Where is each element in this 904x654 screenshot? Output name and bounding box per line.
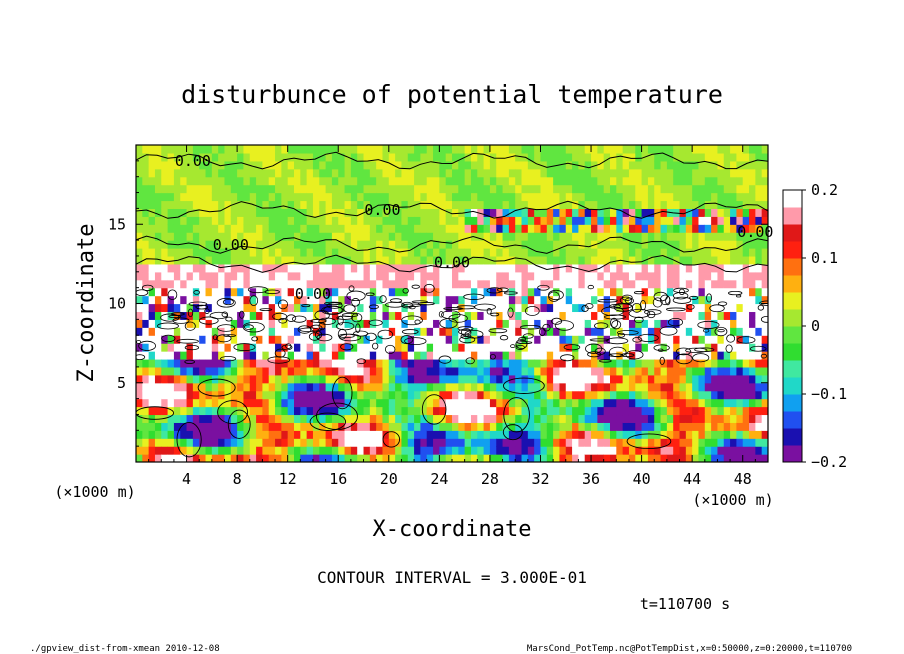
y-axis-label: Z-coordinate (74, 224, 99, 383)
colorbar-cell (783, 377, 802, 395)
colorbar-cell (783, 207, 802, 225)
colorbar-cell (783, 241, 802, 259)
colorbar-tick-label: 0.1 (811, 249, 838, 267)
x-tick-label: 28 (481, 470, 499, 488)
temperature-field (136, 145, 768, 462)
colorbar-cell (783, 309, 802, 327)
colorbar: 0.2 0.1 0 −0.1 −0.2 (782, 181, 847, 471)
x-tick-label: 32 (531, 470, 549, 488)
colorbar-cell (783, 428, 802, 446)
x-axis: 4 8 12 16 20 24 28 32 36 40 44 48 (148, 145, 756, 488)
data-source: MarsCond_PotTemp.nc@PotTempDist,x=0:5000… (527, 644, 852, 654)
x-axis-label: X-coordinate (373, 517, 532, 542)
contour-label: 0.00 (364, 201, 400, 219)
colorbar-cell (783, 275, 802, 293)
x-tick-label: 44 (683, 470, 701, 488)
script-name: ./gpview_dist-from-xmean 2010-12-08 (30, 644, 220, 654)
contour-labels: 0.00 0.00 0.00 0.00 0.00 0.00 (175, 152, 774, 303)
colorbar-tick-label: 0.2 (811, 181, 838, 199)
x-axis-unit: (×1000 m) (692, 491, 773, 509)
x-tick-label: 48 (734, 470, 752, 488)
colorbar-cell (783, 326, 802, 344)
colorbar-tick-label: −0.1 (811, 385, 847, 403)
colorbar-cell (783, 343, 802, 361)
x-tick-label: 24 (430, 470, 448, 488)
time-stamp: t=110700 s (640, 595, 730, 613)
x-tick-label: 8 (233, 470, 242, 488)
colorbar-cell (783, 258, 802, 276)
colorbar-cell (783, 190, 802, 208)
x-tick-label: 12 (279, 470, 297, 488)
contour-lines (136, 151, 768, 458)
x-tick-label: 4 (182, 470, 191, 488)
contour-interval: CONTOUR INTERVAL = 3.000E-01 (317, 568, 587, 587)
colorbar-cell (783, 224, 802, 242)
contour-label: 0.00 (434, 253, 470, 271)
plot-area: 0.00 0.00 0.00 0.00 0.00 0.00 (135, 144, 774, 463)
contour-label: 0.00 (175, 152, 211, 170)
colorbar-cell (783, 445, 802, 463)
colorbar-tick-label: 0 (811, 317, 820, 335)
x-tick-label: 40 (633, 470, 651, 488)
x-tick-label: 20 (380, 470, 398, 488)
colorbar-cell (783, 360, 802, 378)
colorbar-tick-label: −0.2 (811, 453, 847, 471)
x-tick-label: 36 (582, 470, 600, 488)
chart-title: disturbunce of potential temperature (181, 80, 723, 109)
contour-label: 0.00 (295, 285, 331, 303)
colorbar-cell (783, 394, 802, 412)
x-tick-label: 16 (329, 470, 347, 488)
y-tick-label: 10 (108, 295, 126, 313)
colorbar-cell (783, 411, 802, 429)
y-axis: 5 10 15 (108, 160, 768, 447)
contour-label: 0.00 (737, 223, 773, 241)
y-tick-label: 15 (108, 215, 126, 233)
y-tick-label: 5 (117, 374, 126, 392)
contour-label: 0.00 (213, 236, 249, 254)
y-axis-unit: (×1000 m) (54, 483, 135, 501)
colorbar-cell (783, 292, 802, 310)
